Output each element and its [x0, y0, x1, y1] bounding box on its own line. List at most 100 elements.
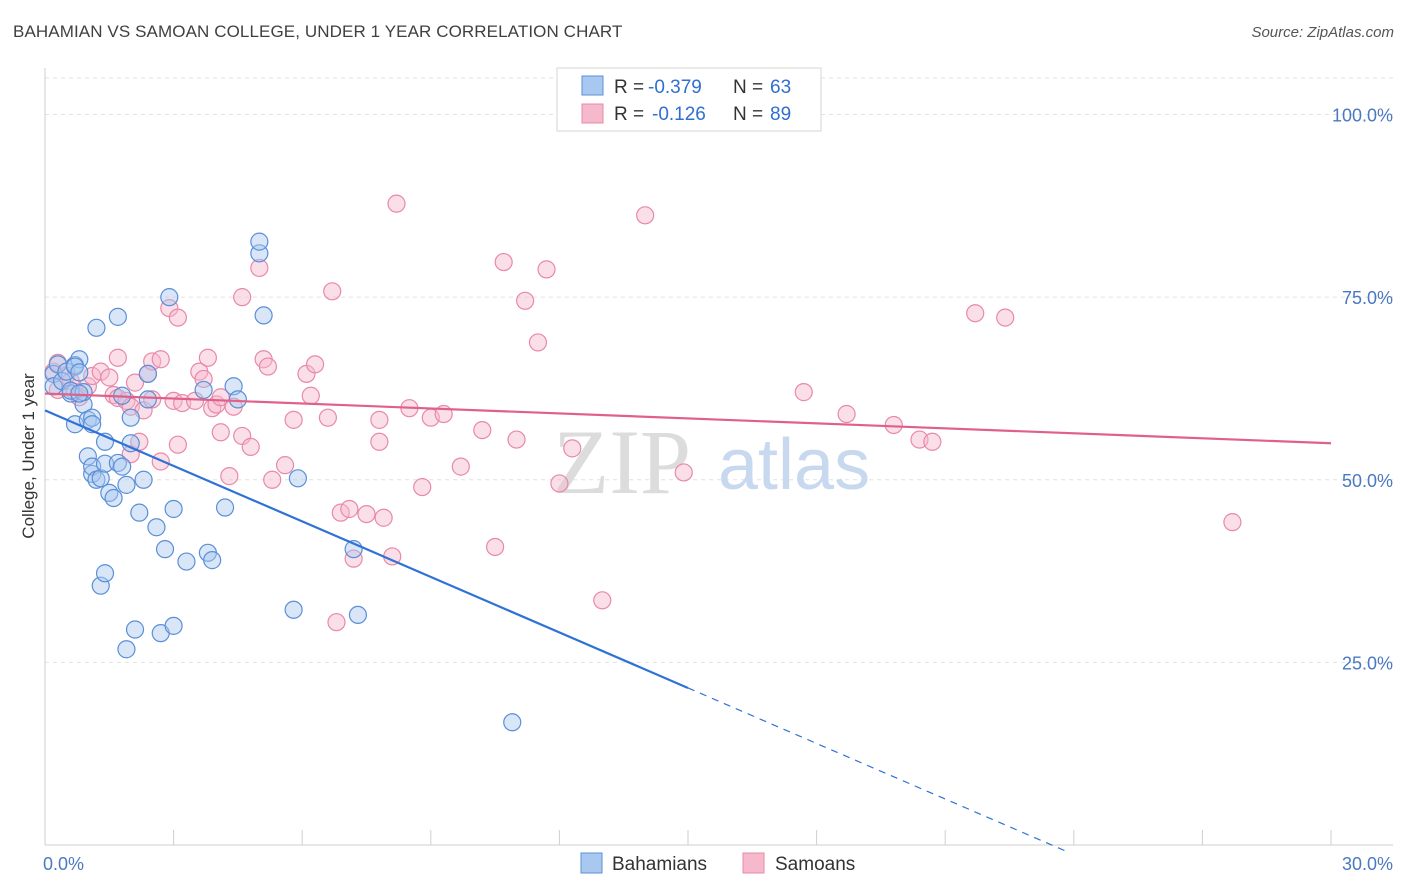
- legend-n-label-2: N =: [733, 104, 763, 125]
- samoans-point-28: [168, 435, 187, 454]
- bahamians-point-51: [203, 551, 222, 570]
- watermark: ZIP atlas: [553, 411, 870, 513]
- trend-lines: [44, 392, 1332, 852]
- bahamians-point-42: [147, 518, 166, 537]
- samoans-point-81: [794, 383, 813, 402]
- samoans-point-10: [100, 368, 119, 387]
- legend-swatch-bahamians: [581, 75, 604, 96]
- samoans-point-23: [151, 350, 170, 369]
- samoans-point-63: [387, 194, 406, 213]
- samoans-point-85: [923, 432, 942, 451]
- samoans-point-88: [1223, 513, 1242, 532]
- correlation-legend: R = -0.379 N = 63 R = -0.126 N = 89: [556, 67, 822, 132]
- samoans-point-82: [837, 404, 856, 424]
- samoans-point-46: [263, 470, 282, 489]
- samoans-point-40: [233, 288, 252, 307]
- legend-r-label-2: R =: [614, 104, 644, 125]
- legend-n-value-1: 63: [770, 77, 791, 98]
- samoans-point-58: [357, 504, 376, 524]
- axis-layer: [44, 68, 1393, 846]
- samoans-point-73: [516, 291, 535, 310]
- samoans-point-51: [305, 355, 325, 374]
- legend-r-value-1: -0.379: [648, 77, 702, 98]
- samoans-point-48: [284, 410, 303, 429]
- samoans-point-65: [413, 477, 432, 497]
- bahamians-point-44: [155, 540, 175, 559]
- samoans-point-75: [537, 260, 556, 279]
- y-tick-label-100: 100.0%: [1332, 106, 1393, 126]
- samoans-point-33: [198, 348, 217, 367]
- samoans-point-45: [258, 357, 278, 376]
- samoans-point-56: [340, 499, 359, 519]
- samoans-point-27: [168, 308, 187, 327]
- samoans-point-86: [966, 304, 985, 323]
- series-legend-swatch-bahamians: [580, 852, 603, 874]
- bahamians-point-39: [134, 470, 153, 489]
- bahamians-point-47: [164, 499, 183, 519]
- legend-n-value-2: 89: [770, 104, 791, 125]
- samoans-point-69: [473, 420, 492, 440]
- samoans-point-43: [250, 258, 269, 278]
- bahamians-point-54: [228, 390, 247, 409]
- samoans-point-72: [507, 430, 526, 449]
- bahamians-point-22: [91, 469, 110, 488]
- bahamians-point-56: [250, 232, 269, 251]
- grid-layer: [45, 77, 1393, 663]
- y-tick-label-50: 50.0%: [1342, 471, 1393, 491]
- bahamians-point-62: [503, 713, 522, 732]
- samoans-point-61: [374, 508, 393, 527]
- bahamians-point-49: [194, 380, 213, 400]
- samoans-point-70: [486, 537, 505, 557]
- samoans-point-52: [318, 408, 338, 427]
- bahamians-point-29: [104, 488, 123, 508]
- bahamians-point-15: [83, 408, 102, 427]
- samoans-point-77: [563, 439, 582, 458]
- samoans-point-87: [996, 308, 1015, 327]
- bahamians-point-48: [177, 552, 196, 571]
- bahamians-point-40: [138, 364, 157, 383]
- series-legend-swatch-samoans: [742, 852, 765, 874]
- samoans-point-38: [220, 467, 239, 486]
- series-legend-label-bahamians: Bahamians: [612, 854, 707, 875]
- bahamians-point-57: [254, 306, 273, 325]
- legend-swatch-samoans: [581, 103, 604, 124]
- samoans-point-71: [494, 252, 513, 272]
- samoans-point-42: [241, 437, 260, 456]
- samoans-point-80: [674, 463, 693, 482]
- bahamians-point-30: [108, 307, 127, 326]
- bahamians-point-18: [78, 447, 97, 466]
- samoans-point-78: [593, 591, 612, 610]
- bahamians-point-34: [117, 475, 136, 494]
- samoans-point-14: [108, 348, 127, 367]
- legend-n-label-1: N =: [733, 77, 763, 98]
- bahamians-point-13: [70, 363, 89, 382]
- series-legend-label-samoans: Samoans: [775, 854, 855, 875]
- chart-title: BAHAMIAN VS SAMOAN COLLEGE, UNDER 1 YEAR…: [13, 22, 623, 41]
- y-axis-label: College, Under 1 year: [19, 373, 38, 539]
- bahamians-point-38: [130, 503, 149, 522]
- bahamians-point-37: [125, 620, 145, 639]
- legend-r-label-1: R =: [614, 77, 644, 98]
- legend-r-value-2: -0.126: [652, 104, 706, 125]
- watermark-zip: ZIP: [553, 411, 691, 513]
- samoans-points: [44, 194, 1242, 632]
- x-tick-label-min: 0.0%: [43, 854, 84, 874]
- samoans-point-57: [344, 549, 363, 568]
- samoans-point-53: [323, 282, 342, 301]
- y-tick-label-25: 25.0%: [1342, 653, 1393, 673]
- bahamians-point-32: [113, 457, 132, 476]
- samoans-point-60: [370, 432, 389, 451]
- samoans-point-59: [370, 410, 389, 429]
- bahamians-point-52: [215, 498, 235, 517]
- bahamians-trend-line: [44, 409, 689, 689]
- bahamians-point-58: [284, 600, 303, 619]
- tick-labels: 25.0% 50.0% 75.0% 100.0% 0.0% 30.0%: [43, 106, 1393, 874]
- bahamians-point-45: [160, 288, 179, 307]
- watermark-atlas: atlas: [718, 425, 870, 505]
- bahamians-point-59: [288, 469, 308, 488]
- samoans-point-54: [327, 613, 346, 632]
- bahamians-trend-extension: [687, 687, 1066, 852]
- samoans-point-76: [550, 474, 569, 493]
- samoans-point-47: [275, 456, 295, 475]
